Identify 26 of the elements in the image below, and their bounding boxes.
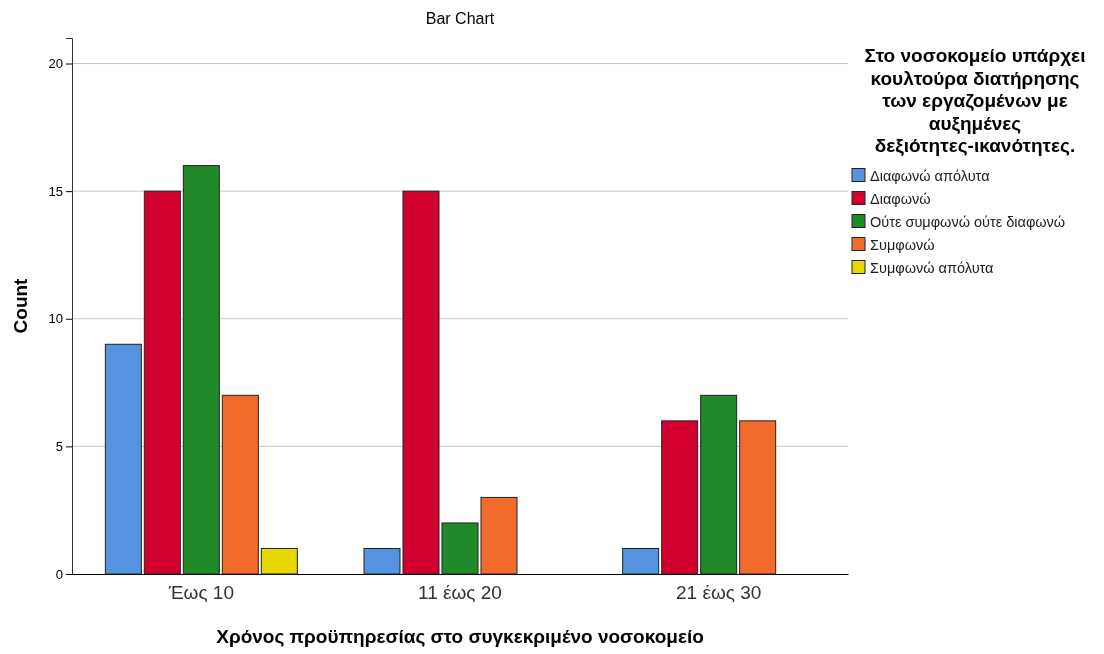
legend-label: Ούτε συμφωνώ ούτε διαφωνώ [870, 213, 1066, 230]
x-axis-title: Χρόνος προϋπηρεσίας στο συγκεκριμένο νοσοκομείο [216, 626, 704, 647]
y-tick-label: 20 [48, 56, 63, 72]
y-axis-title: Count [10, 277, 31, 334]
bar [143, 190, 181, 575]
bar [221, 394, 259, 575]
legend-title: Στο νοσοκομείο υπάρχει κουλτούρα διατήρησης των εργαζομένων με αυξημένες δεξιότητες-ικανότητες. [864, 45, 1086, 157]
x-tick-label: Έως 10 [167, 582, 234, 604]
legend-label: Διαφωνώ [870, 190, 931, 207]
bar [182, 165, 220, 575]
legend-label: Συμφωνώ [870, 236, 935, 253]
bar [661, 420, 699, 575]
x-tick-label: 21 έως 30 [676, 582, 762, 604]
y-tick-label: 10 [48, 311, 63, 327]
legend-label: Διαφωνώ απόλυτα [870, 167, 990, 184]
bar [700, 394, 738, 575]
bar [104, 343, 142, 575]
bar [739, 420, 777, 575]
legend-label: Συμφωνώ απόλυτα [870, 259, 994, 276]
bar [622, 547, 660, 575]
y-tick-label: 5 [55, 439, 63, 455]
y-tick-label: 0 [55, 566, 63, 582]
y-tick-label: 15 [48, 183, 63, 199]
x-tick-label: 11 έως 20 [418, 582, 502, 604]
bar [260, 547, 298, 575]
chart-title: Bar Chart [425, 10, 495, 27]
